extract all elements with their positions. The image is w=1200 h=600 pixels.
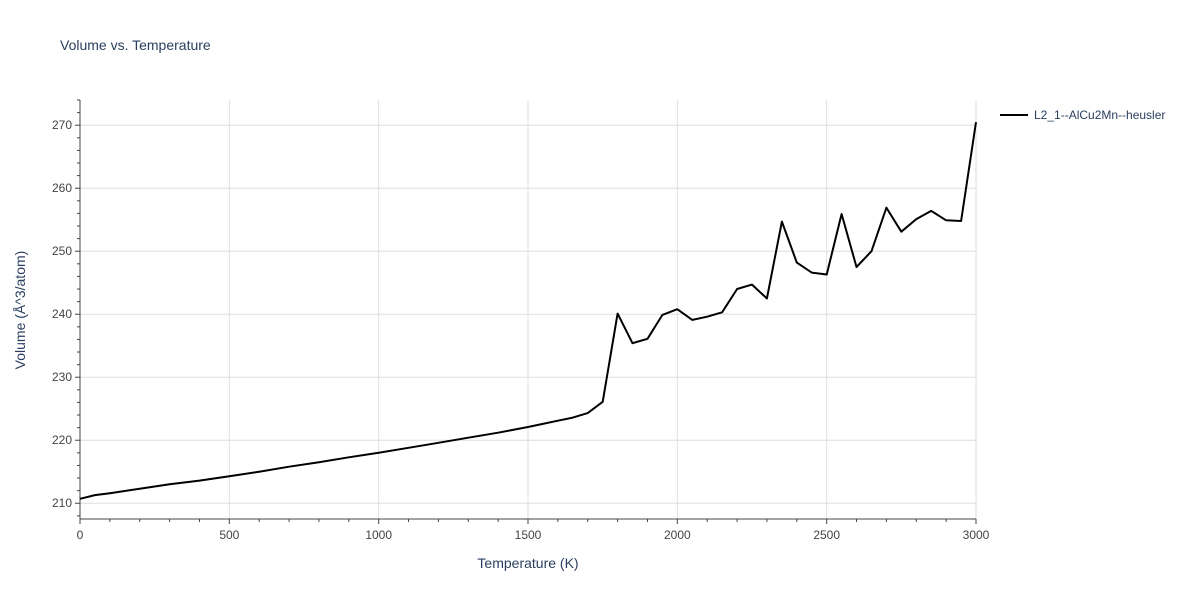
y-tick-label: 260 (52, 181, 72, 195)
y-tick-label: 250 (52, 244, 72, 258)
grid-lines (80, 100, 977, 519)
series-line[interactable] (79, 121, 977, 500)
x-tick-label: 3000 (963, 528, 990, 542)
x-tick-label: 2500 (813, 528, 840, 542)
series-layer (79, 121, 977, 500)
y-axis-title: Volume (Å^3/atom) (12, 251, 28, 370)
x-tick-label: 500 (219, 528, 239, 542)
axes: 0 500 1000 1500 2000 2500 3000 210 220 230 240 250 2… (52, 99, 990, 542)
x-tick-label: 0 (77, 528, 84, 542)
x-tick-label: 1000 (365, 528, 392, 542)
y-tick-label: 230 (52, 370, 72, 384)
x-tick-label: 2000 (664, 528, 691, 542)
x-axis-title: Temperature (K) (477, 555, 578, 571)
legend-label: L2_1--AlCu2Mn--heusler (1034, 108, 1165, 122)
legend[interactable]: L2_1--AlCu2Mn--heusler (1000, 108, 1165, 122)
y-tick-label: 240 (52, 307, 72, 321)
y-tick-label: 220 (52, 433, 72, 447)
chart-title: Volume vs. Temperature (60, 37, 211, 53)
x-tick-label: 1500 (515, 528, 542, 542)
y-tick-label: 210 (52, 496, 72, 510)
y-tick-label: 270 (52, 118, 72, 132)
